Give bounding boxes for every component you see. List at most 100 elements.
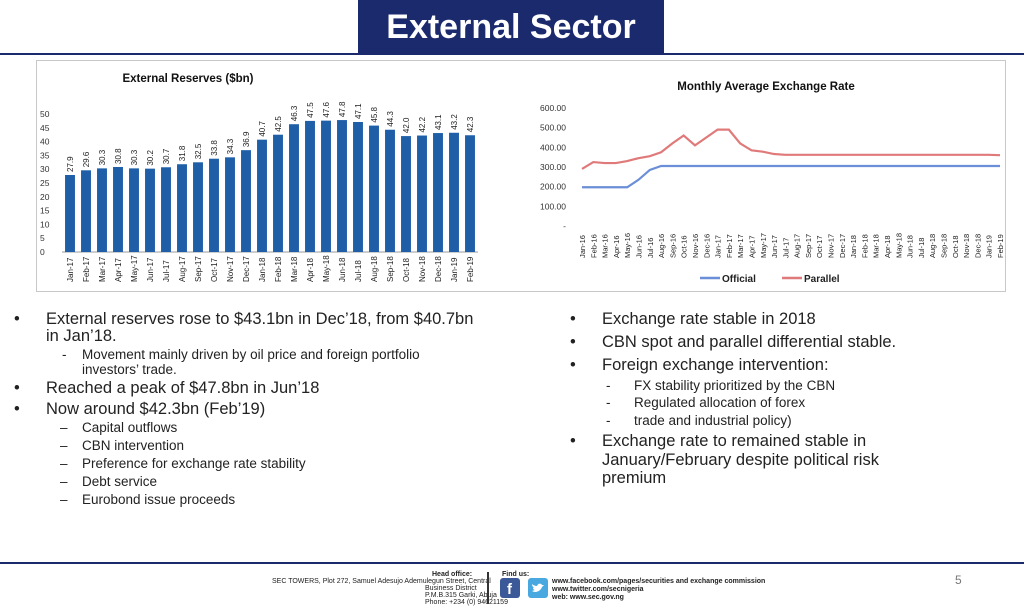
exchange-x-tick: Oct-17	[815, 235, 824, 258]
slide-title: External Sector	[386, 8, 636, 46]
reserves-y-tick: 0	[40, 247, 45, 257]
reserves-data-label: 43.2	[450, 114, 459, 130]
reserves-data-label: 34.3	[226, 138, 235, 154]
exchange-x-tick: Jan-16	[578, 235, 587, 258]
exchange-x-tick: Apr-17	[747, 235, 756, 258]
reserves-x-tick: Aug-18	[370, 256, 379, 282]
bullet-mark: •	[570, 356, 576, 374]
exchange-x-tick: May-17	[759, 233, 768, 258]
reserves-data-label: 40.7	[258, 121, 267, 137]
legend-label-official: Official	[722, 274, 756, 285]
reserves-x-tick: Aug-17	[178, 256, 187, 282]
reserves-bar	[97, 168, 107, 252]
website-link[interactable]: web: www.sec.gov.ng	[552, 594, 624, 601]
address-line-1: SEC TOWERS, Plot 272, Samuel Adesujo Ade…	[272, 578, 491, 585]
reserves-x-tick: Jan-19	[450, 257, 459, 282]
facebook-link[interactable]: www.facebook.com/pages/securities and ex…	[552, 578, 766, 585]
reserves-bar	[433, 133, 443, 252]
reserves-y-tick: 20	[40, 192, 50, 202]
facebook-icon[interactable]: f	[500, 578, 520, 598]
reserves-bar	[129, 168, 139, 252]
reserves-x-tick: Jul-18	[354, 260, 363, 282]
exchange-rate-chart-title: Monthly Average Exchange Rate	[677, 81, 854, 93]
reserves-data-label: 47.5	[306, 102, 315, 118]
exchange-x-tick: May-16	[623, 233, 632, 258]
bullet-mark: –	[60, 456, 68, 471]
reserves-y-tick: 40	[40, 137, 50, 147]
exchange-x-tick: Mar-17	[736, 234, 745, 258]
bullet-mark: -	[606, 395, 611, 410]
exchange-x-tick: Aug-18	[928, 234, 937, 258]
exchange-x-tick: Jun-18	[906, 235, 915, 258]
exchange-x-tick: Jun-16	[634, 235, 643, 258]
reserves-chart-title: External Reserves ($bn)	[122, 73, 253, 85]
legend-label-parallel: Parallel	[804, 274, 840, 285]
title-box: External Sector	[358, 0, 664, 54]
reserves-bar	[449, 132, 459, 252]
reserves-data-label: 44.3	[386, 111, 395, 127]
bullet-text: CBN spot and parallel differential stabl…	[602, 333, 897, 351]
bullet-text: Foreign exchange intervention:	[602, 356, 829, 374]
footer-rule	[0, 562, 1024, 564]
bullet-mark: –	[60, 474, 68, 489]
reserves-x-tick: Nov-17	[226, 256, 235, 282]
reserves-x-tick: May-17	[130, 255, 139, 282]
reserves-data-label: 30.3	[98, 149, 107, 165]
reserves-x-tick: Jan-17	[66, 257, 75, 282]
svg-text:f: f	[507, 581, 513, 598]
reserves-bar	[465, 135, 475, 252]
exchange-series-parallel	[581, 128, 1001, 170]
reserves-data-label: 36.9	[242, 131, 251, 147]
reserves-x-tick: Oct-17	[210, 257, 219, 282]
page-number: 5	[955, 573, 962, 587]
bullet-text: trade and industrial policy)	[634, 413, 792, 428]
reserves-x-tick: May-18	[322, 255, 331, 282]
reserves-data-label: 29.6	[82, 151, 91, 167]
exchange-x-tick: Mar-16	[601, 234, 610, 258]
bullet-text: Eurobond issue proceeds	[82, 492, 236, 507]
bullet-mark: •	[570, 432, 576, 450]
reserves-bar	[401, 136, 411, 252]
reserves-data-label: 30.8	[114, 148, 123, 164]
exchange-x-tick: Aug-17	[793, 234, 802, 258]
reserves-data-label: 27.9	[66, 156, 75, 172]
twitter-icon[interactable]	[528, 578, 548, 598]
reserves-x-tick: Mar-18	[290, 256, 299, 282]
reserves-x-tick: Jan-18	[258, 257, 267, 282]
reserves-bar	[337, 120, 347, 253]
twitter-link[interactable]: www.twitter.com/secnigeria	[552, 586, 644, 593]
bullet-text: Capital outflows	[82, 420, 178, 435]
title-bar: External Sector	[0, 0, 1024, 58]
exchange-x-tick: Dec-18	[973, 234, 982, 258]
reserves-y-tick: 10	[40, 219, 50, 229]
exchange-x-tick: Sep-17	[804, 234, 813, 258]
reserves-y-tick: 45	[40, 123, 50, 133]
reserves-x-tick: Apr-17	[114, 257, 123, 282]
reserves-x-tick: Feb-19	[466, 256, 475, 282]
exchange-x-tick: Feb-19	[996, 234, 1005, 258]
reserves-data-label: 33.8	[210, 140, 219, 156]
exchange-y-tick: 600.00	[540, 103, 566, 113]
reserves-data-label: 32.5	[194, 143, 203, 159]
reserves-x-tick: Jun-17	[146, 257, 155, 282]
exchange-x-tick: Jan-19	[985, 235, 994, 258]
reserves-data-label: 42.2	[418, 116, 427, 132]
reserves-bar	[81, 170, 91, 252]
exchange-x-tick: Sep-16	[668, 234, 677, 258]
bullet-mark: –	[60, 420, 68, 435]
reserves-data-label: 47.8	[338, 101, 347, 117]
reserves-bar	[273, 134, 283, 252]
reserves-x-tick: Nov-18	[418, 256, 427, 282]
exchange-rate-line-chart: Monthly Average Exchange Rate - 100.00 200…	[540, 81, 1005, 285]
reserves-x-tick: Jul-17	[162, 260, 171, 282]
exchange-x-tick: Dec-17	[838, 234, 847, 258]
exchange-x-tick: Sep-18	[940, 234, 949, 258]
bullet-mark: -	[606, 378, 611, 393]
exchange-x-tick: Jan-18	[849, 235, 858, 258]
bullet-text: Debt service	[82, 474, 158, 489]
reserves-x-tick: Sep-17	[194, 256, 203, 282]
bullet-text: Exchange rate to remained stable in	[602, 432, 867, 450]
exchange-x-tick: Nov-16	[691, 234, 700, 258]
reserves-x-tick: Jun-18	[338, 257, 347, 282]
reserves-bar	[353, 122, 363, 252]
